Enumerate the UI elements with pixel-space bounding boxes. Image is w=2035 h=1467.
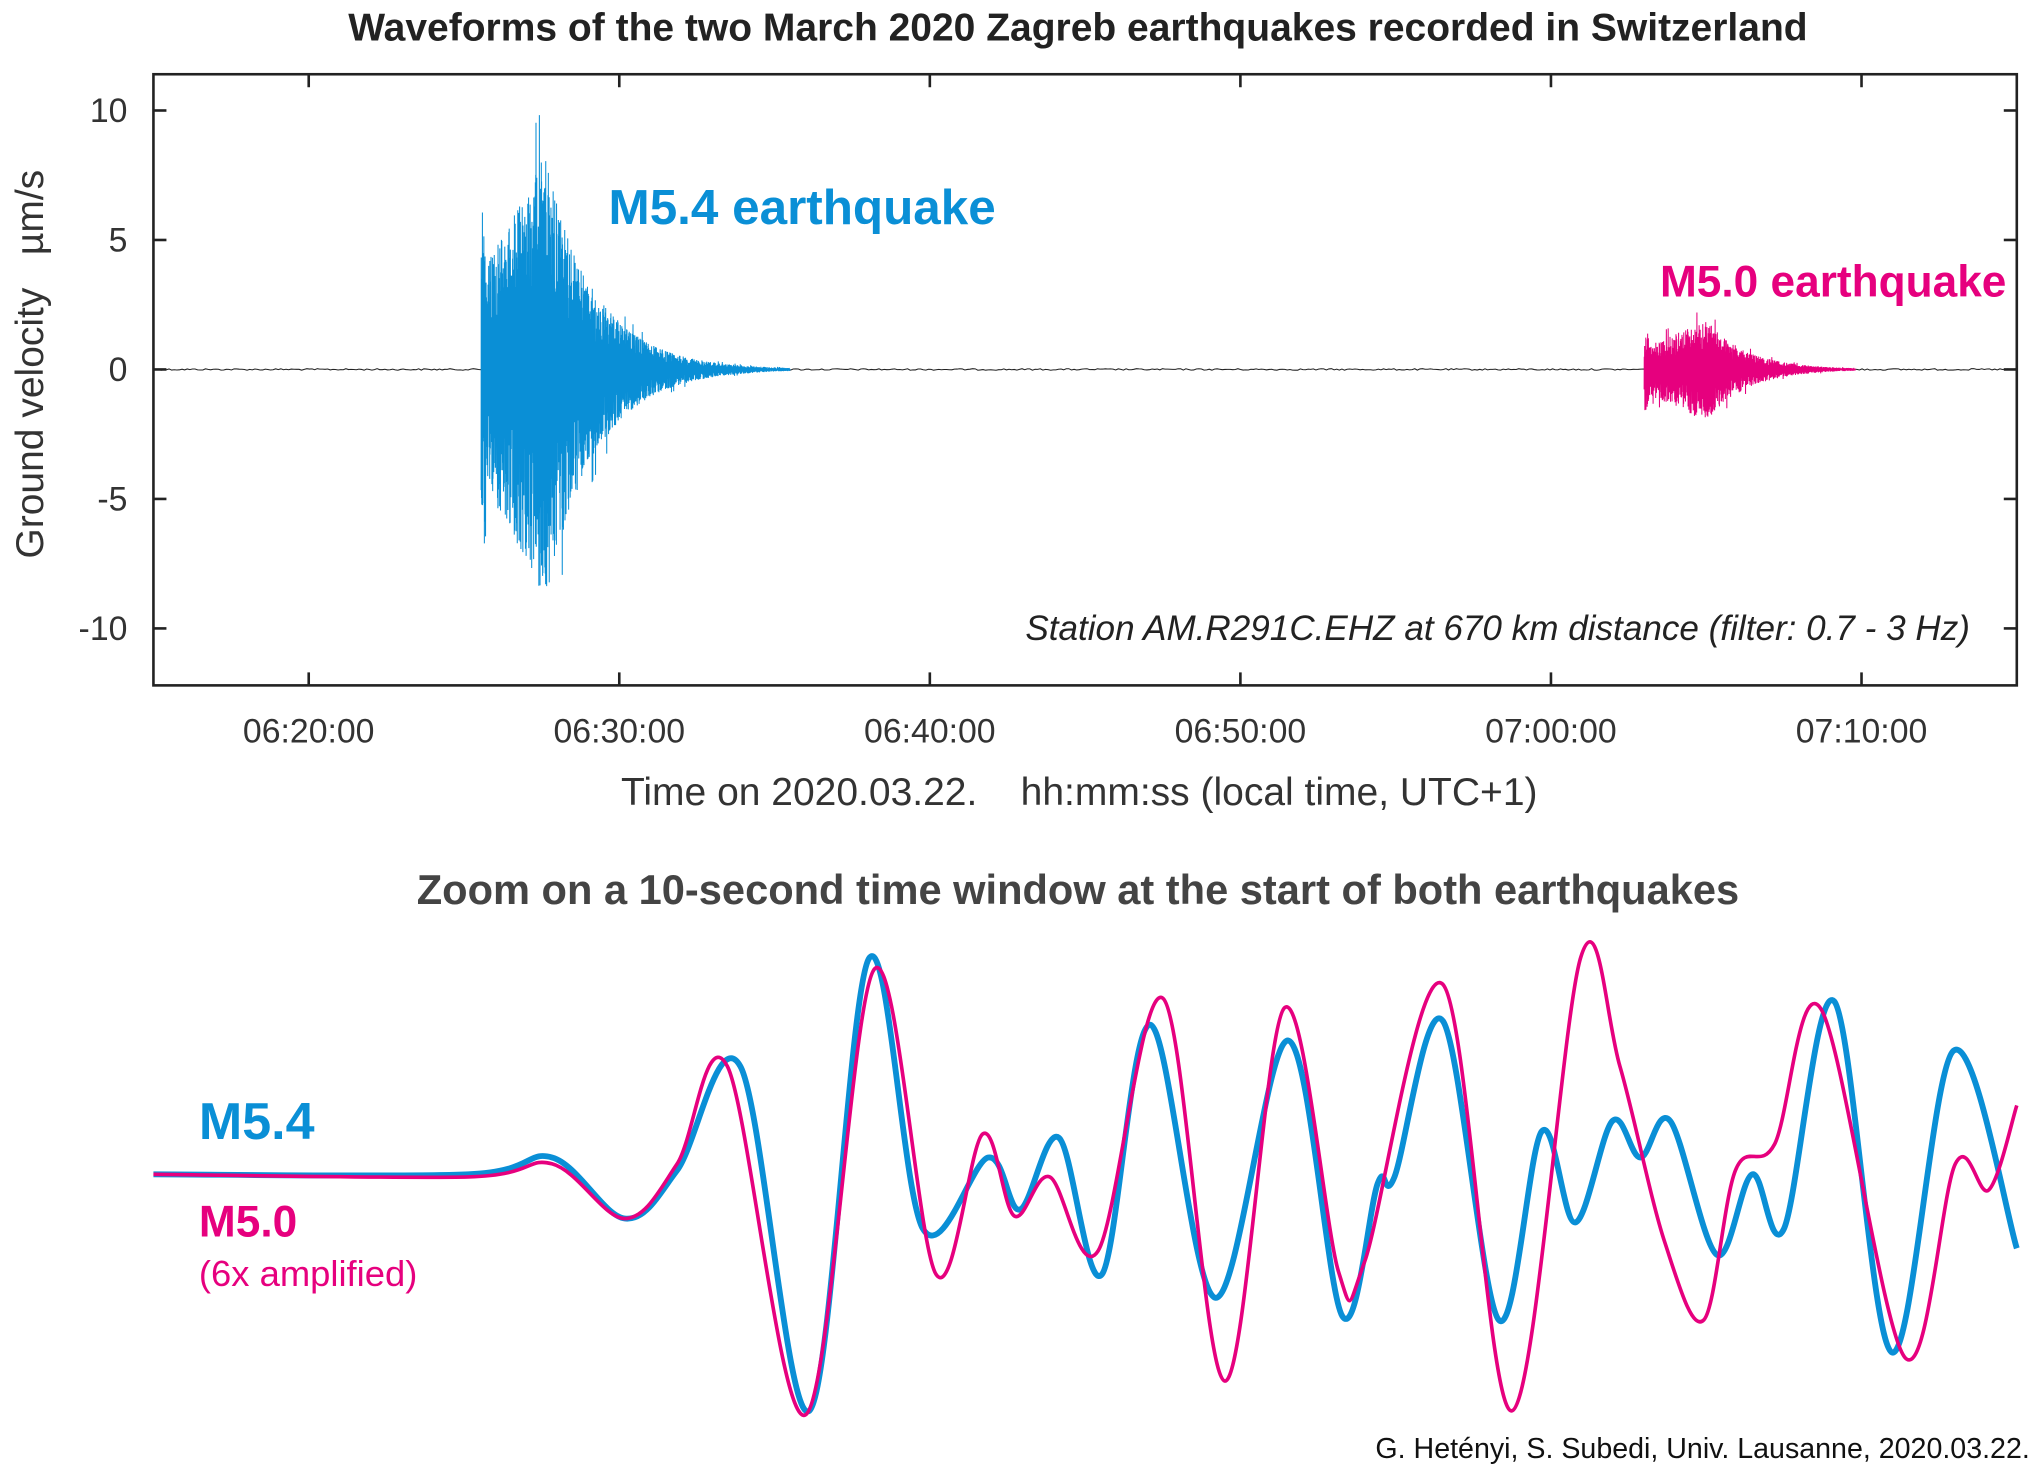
m50-waveform-trace	[1643, 312, 1856, 418]
x-axis: 06:20:00 06:30:00 06:40:00 06:50:00 07:00:00…	[243, 74, 1928, 751]
zoom-m54-trace	[153, 953, 2020, 1414]
m54-waveform-trace	[480, 115, 791, 587]
x-tick-label: 06:40:00	[864, 713, 996, 751]
y-tick-label: -10	[79, 610, 128, 648]
zoom-title: Zoom on a 10-second time window at the s…	[417, 866, 1739, 913]
x-tick-label: 06:20:00	[243, 713, 375, 751]
zoom-m54-label: M5.4	[199, 1093, 315, 1151]
main-title: Waveforms of the two March 2020 Zagreb e…	[348, 6, 1807, 49]
zoom-waveform-plot	[153, 940, 2020, 1417]
y-axis: -10 -5 0 5 10	[79, 92, 2017, 648]
x-tick-label: 07:00:00	[1485, 713, 1617, 751]
y-axis-label: Ground velocity µm/s	[9, 170, 52, 559]
x-tick-label: 06:30:00	[553, 713, 685, 751]
x-axis-label: Time on 2020.03.22. hh:mm:ss (local time…	[621, 771, 1537, 814]
x-tick-label: 07:10:00	[1796, 713, 1928, 751]
y-tick-label: 10	[90, 92, 128, 130]
y-tick-label: 5	[109, 222, 128, 260]
waveform-traces	[152, 115, 2016, 587]
credit: G. Hetényi, S. Subedi, Univ. Lausanne, 2…	[1375, 1433, 2029, 1465]
top-waveform-plot: -10 -5 0 5 10 06:20:00 06:30:00 06:40:00 06:50:…	[9, 72, 2019, 814]
m54-label: M5.4 earthquake	[609, 180, 996, 235]
station-note: Station AM.R291C.EHZ at 670 km distance …	[1025, 609, 1970, 648]
x-tick-label: 06:50:00	[1175, 713, 1307, 751]
plot-frame	[152, 72, 2019, 687]
amplification-note: (6x amplified)	[199, 1253, 417, 1294]
y-tick-label: 0	[109, 351, 128, 389]
y-tick-label: -5	[97, 481, 127, 519]
zoom-m50-label: M5.0	[199, 1198, 297, 1247]
zoom-m50-trace	[153, 940, 2019, 1417]
m50-label: M5.0 earthquake	[1660, 258, 2006, 307]
